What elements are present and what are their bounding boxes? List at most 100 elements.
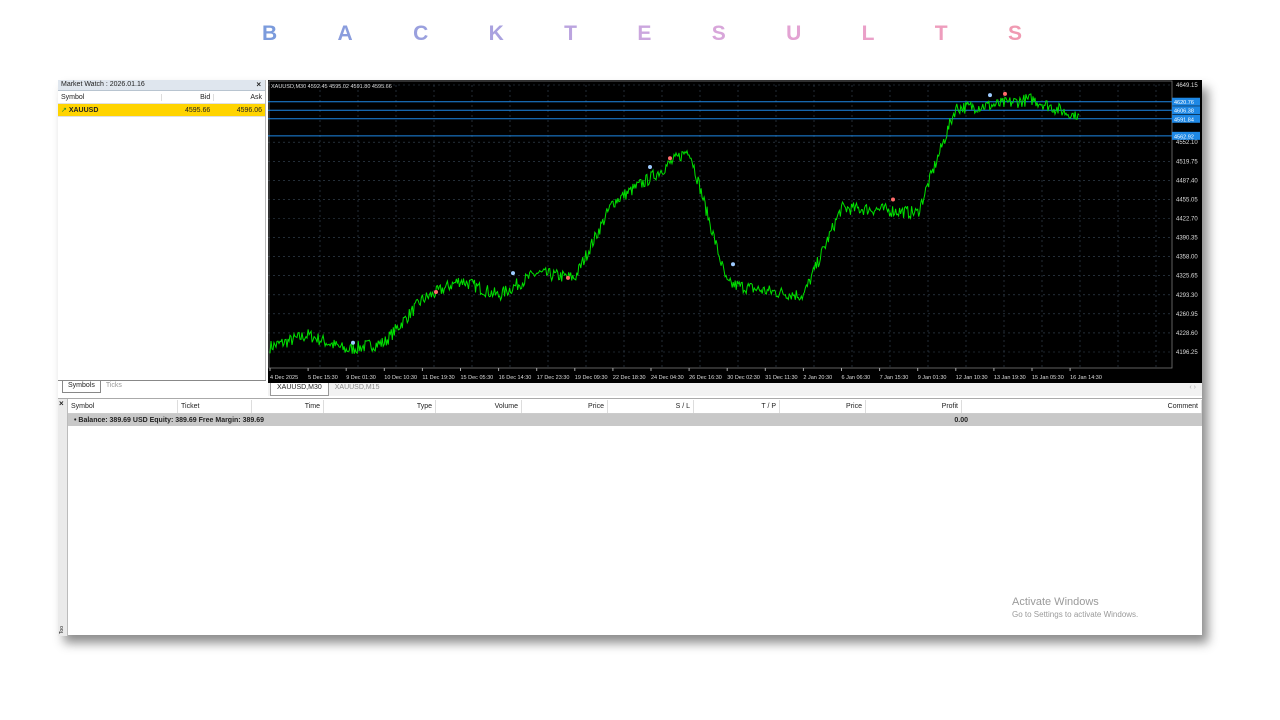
activate-windows-watermark: Activate Windows Go to Settings to activ… bbox=[1012, 596, 1138, 619]
x-tick-label: 10 Dec 10:30 bbox=[384, 375, 417, 381]
x-tick-label: 5 Dec 15:30 bbox=[308, 375, 338, 381]
y-tick-label: 4487.40 bbox=[1176, 178, 1198, 184]
column-header[interactable]: Profit bbox=[866, 400, 962, 413]
trading-terminal-window: Market Watch : 2026.01.16 × Symbol Bid A… bbox=[58, 80, 1202, 636]
column-header[interactable]: Price bbox=[522, 400, 608, 413]
tab-ticks[interactable]: Ticks bbox=[105, 382, 122, 389]
y-tick-label: 4519.75 bbox=[1176, 159, 1198, 165]
price-level-label: 4591.84 bbox=[1174, 117, 1194, 123]
y-tick-label: 4455.05 bbox=[1176, 197, 1198, 203]
price-series-line bbox=[269, 93, 1080, 355]
x-tick-label: 22 Dec 18:30 bbox=[613, 375, 646, 381]
column-header[interactable]: Volume bbox=[436, 400, 522, 413]
y-tick-label: 4390.35 bbox=[1176, 236, 1198, 242]
trade-marker bbox=[434, 290, 438, 295]
price-level-tag bbox=[1172, 106, 1200, 115]
x-tick-label: 16 Jan 14:30 bbox=[1070, 375, 1102, 381]
x-tick-label: 30 Dec 02:30 bbox=[727, 375, 760, 381]
tab-xauusd-m15[interactable]: XAUUSD,M15 bbox=[334, 384, 380, 391]
terminal-label: Too bbox=[59, 625, 65, 634]
x-tick-label: 2 Jan 20:30 bbox=[803, 375, 832, 381]
y-tick-label: 4649.15 bbox=[1176, 83, 1198, 89]
x-tick-label: 15 Dec 05:30 bbox=[461, 375, 494, 381]
plot-border bbox=[268, 80, 1173, 369]
y-tick-label: 4196.25 bbox=[1176, 350, 1198, 356]
x-tick-label: 31 Dec 11:30 bbox=[765, 375, 797, 381]
y-tick-label: 4293.30 bbox=[1176, 293, 1198, 299]
price-chart[interactable]: 4649.15 4552.10 4519.75 4487.40 4455.05 4422.… bbox=[268, 80, 1202, 383]
column-header[interactable]: T / P bbox=[694, 400, 780, 413]
price-level-tag bbox=[1172, 97, 1200, 106]
banner-letter: C bbox=[413, 22, 429, 45]
banner-letter: U bbox=[786, 22, 802, 45]
banner-letter: A bbox=[337, 22, 353, 45]
tab-xauusd-m30[interactable]: XAUUSD,M30 bbox=[270, 383, 329, 396]
column-header[interactable]: Type bbox=[324, 400, 436, 413]
x-tick-label: 12 Jan 10:30 bbox=[956, 375, 988, 381]
column-header[interactable]: S / L bbox=[608, 400, 694, 413]
market-watch-panel: Market Watch : 2026.01.16 × Symbol Bid A… bbox=[58, 80, 266, 380]
banner-letter: T bbox=[934, 22, 948, 45]
x-tick-label: 7 Jan 15:30 bbox=[880, 375, 909, 381]
column-header[interactable]: Symbol bbox=[68, 400, 178, 413]
banner-letter: S bbox=[711, 22, 726, 45]
y-tick-label: 4422.70 bbox=[1176, 217, 1198, 223]
symbol-row[interactable]: ↗ XAUUSD 4595.66 4596.06 bbox=[58, 104, 265, 117]
column-symbol[interactable]: Symbol bbox=[61, 93, 85, 101]
ask-value: 4596.06 bbox=[236, 106, 263, 114]
market-watch-header: Market Watch : 2026.01.16 × bbox=[58, 80, 265, 91]
banner-letter: T bbox=[564, 22, 577, 45]
y-tick-label: 4228.60 bbox=[1176, 331, 1198, 337]
activate-subtitle: Go to Settings to activate Windows. bbox=[1012, 610, 1139, 619]
y-tick-label: 4552.10 bbox=[1176, 140, 1198, 146]
tab-scroll-arrows[interactable]: ‹ › bbox=[1189, 384, 1196, 391]
column-bid[interactable]: Bid bbox=[161, 93, 213, 101]
trade-marker bbox=[891, 197, 895, 202]
market-watch-tabs: Symbols Ticks bbox=[58, 380, 266, 393]
x-tick-label: 24 Dec 04:30 bbox=[651, 375, 684, 381]
column-header[interactable]: Ticket bbox=[178, 400, 252, 413]
price-level-tag bbox=[1172, 114, 1200, 123]
market-watch-columns: Symbol Bid Ask bbox=[58, 91, 265, 104]
x-tick-label: 9 Dec 01:30 bbox=[346, 375, 376, 381]
trade-marker bbox=[731, 262, 735, 267]
activate-title: Activate Windows bbox=[1012, 596, 1099, 608]
close-icon[interactable]: × bbox=[256, 80, 261, 89]
symbol-name: XAUUSD bbox=[68, 107, 99, 114]
x-tick-label: 9 Jan 01:30 bbox=[918, 375, 947, 381]
trade-marker bbox=[566, 275, 570, 280]
banner-letter: E bbox=[637, 22, 652, 45]
banner-letter: S bbox=[1007, 22, 1022, 45]
chart-canvas[interactable]: 4649.15 4552.10 4519.75 4487.40 4455.05 4422.… bbox=[268, 80, 1202, 383]
column-header[interactable]: Price bbox=[780, 400, 866, 413]
arrow-up-right-icon: ↗ bbox=[61, 107, 67, 114]
trade-marker bbox=[1003, 91, 1007, 96]
tab-symbols[interactable]: Symbols bbox=[62, 381, 101, 393]
profit-total: 0.00 bbox=[954, 416, 968, 424]
y-tick-label: 4260.95 bbox=[1176, 312, 1198, 318]
x-tick-label: 16 Dec 14:30 bbox=[499, 375, 532, 381]
bid-value: 4595.66 bbox=[184, 106, 211, 114]
trade-marker bbox=[648, 165, 652, 170]
price-level-label: 4620.76 bbox=[1174, 100, 1194, 106]
trade-marker bbox=[988, 93, 992, 98]
banner-letter: L bbox=[861, 22, 875, 45]
x-tick-label: 6 Jan 06:30 bbox=[842, 375, 871, 381]
price-level-label: 4606.38 bbox=[1174, 109, 1194, 115]
balance-summary: • Balance: 389.69 USD Equity: 389.69 Fre… bbox=[74, 416, 264, 424]
price-level-tag bbox=[1172, 131, 1200, 140]
close-icon[interactable]: × bbox=[59, 399, 64, 408]
price-level-label: 4562.92 bbox=[1174, 134, 1194, 140]
x-tick-label: 17 Dec 23:30 bbox=[537, 375, 570, 381]
banner-letter: K bbox=[488, 22, 504, 45]
terminal-panel: × Too Symbol Ticket Time Type Volume Price S /… bbox=[58, 398, 1202, 636]
chart-tabs: XAUUSD,M30 XAUUSD,M15 ‹ › bbox=[268, 383, 1202, 396]
column-header[interactable]: Time bbox=[252, 400, 324, 413]
trade-marker bbox=[351, 340, 355, 345]
y-tick-label: 4358.00 bbox=[1176, 255, 1198, 261]
column-ask[interactable]: Ask bbox=[213, 93, 265, 101]
balance-text: Balance: 389.69 USD Equity: 389.69 Free … bbox=[78, 416, 264, 424]
trade-marker bbox=[668, 156, 672, 161]
column-header[interactable]: Comment bbox=[962, 400, 1202, 413]
